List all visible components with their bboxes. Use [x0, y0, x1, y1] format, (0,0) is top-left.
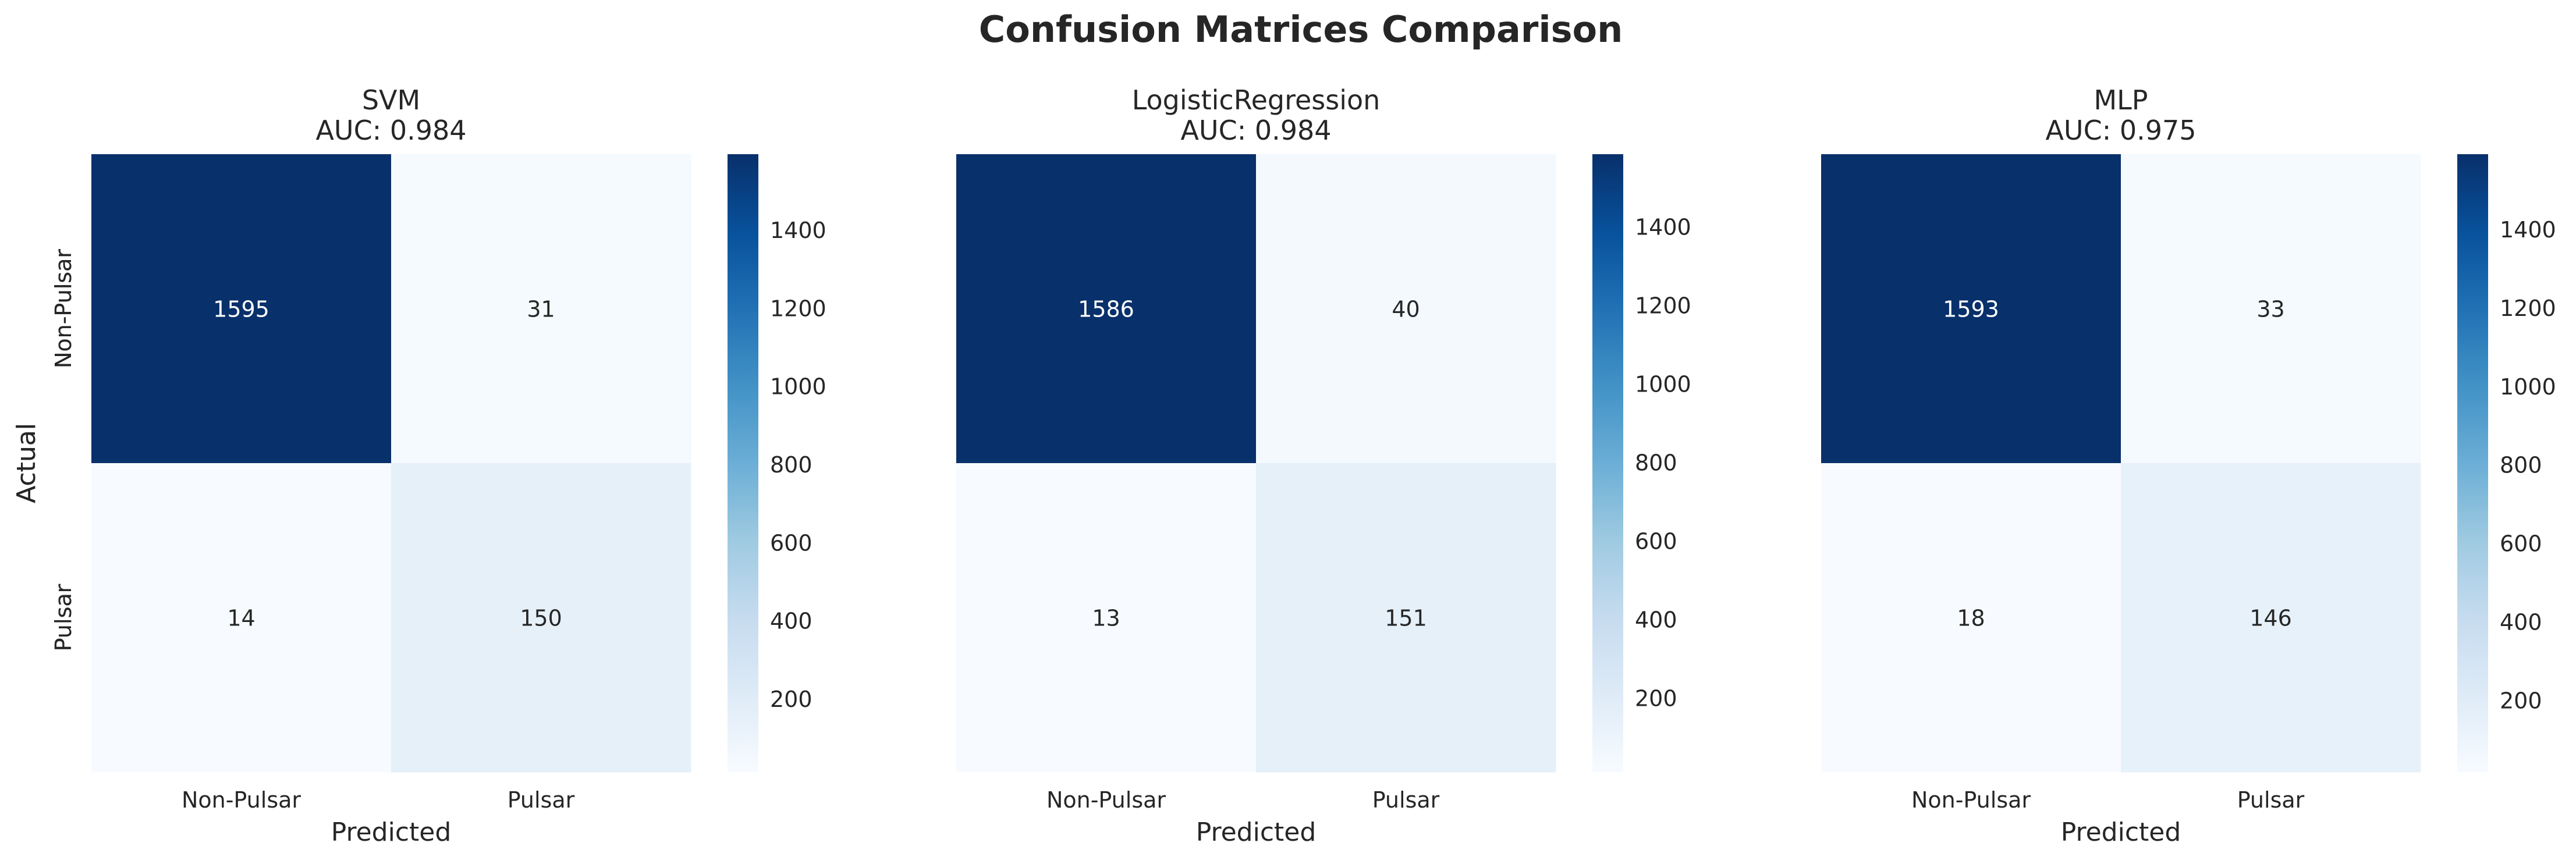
heatmap-cell	[956, 154, 1257, 464]
colorbar-tick-label: 800	[2500, 453, 2542, 478]
cell-value-label: 151	[1385, 606, 1427, 631]
y-tick-label: Pulsar	[51, 584, 76, 651]
y-axis-label: Actual	[12, 423, 41, 503]
x-tick-label: Non-Pulsar	[1046, 787, 1166, 813]
heatmap-cell	[391, 154, 691, 464]
colorbar-tick-label: 400	[770, 609, 812, 634]
colorbar-tick-label: 1400	[1635, 215, 1691, 240]
x-tick-label: Pulsar	[508, 787, 575, 813]
cell-value-label: 13	[1092, 606, 1120, 631]
figure-title: Confusion Matrices Comparison	[979, 8, 1623, 51]
y-axis-label: Actual	[12, 423, 41, 503]
y-axis-label: Actual	[12, 423, 41, 503]
colorbar-tick-label: 1400	[770, 218, 826, 243]
colorbar-tick-label: 1200	[2500, 296, 2556, 321]
y-tick-label: Pulsar	[51, 584, 76, 651]
colorbar-tick-label: 200	[1635, 686, 1677, 712]
colorbar-tick-label: 1000	[1635, 372, 1691, 397]
colorbar-tick-label: 800	[770, 452, 812, 478]
cell-value-label: 150	[520, 606, 562, 631]
colorbar-tick-label: 1000	[770, 374, 826, 400]
cell-value-label: 1595	[213, 297, 269, 322]
x-tick-label: Non-Pulsar	[182, 787, 301, 813]
heatmap-cell	[2121, 154, 2421, 464]
cell-value-label: 146	[2249, 606, 2292, 631]
panel-subtitle: AUC: 0.984	[1180, 115, 1331, 146]
x-axis-label: Predicted	[1196, 817, 1317, 847]
cell-value-label: 31	[527, 297, 555, 322]
panel-title: SVM	[362, 84, 420, 116]
colorbar-tick-label: 600	[770, 530, 812, 556]
colorbar	[1592, 154, 1623, 772]
colorbar-tick-label: 200	[770, 687, 812, 712]
heatmap-cell	[956, 463, 1257, 773]
panel-title: MLP	[2094, 84, 2148, 116]
panel-title: LogisticRegression	[1132, 84, 1381, 116]
colorbar-tick-label: 1200	[770, 296, 826, 321]
colorbar-tick-label: 1200	[1635, 293, 1691, 319]
x-axis-label: Predicted	[331, 817, 452, 847]
y-tick-label: Non-Pulsar	[51, 249, 76, 368]
colorbar-tick-label: 600	[1635, 529, 1677, 554]
panel-subtitle: AUC: 0.975	[2045, 115, 2196, 146]
colorbar-tick-label: 600	[2500, 531, 2542, 557]
y-tick-label: Non-Pulsar	[51, 249, 76, 368]
heatmap-cell	[1821, 463, 2121, 773]
colorbar-tick-label: 1000	[2500, 374, 2556, 400]
cell-value-label: 1586	[1078, 297, 1134, 322]
heatmap-cell	[91, 154, 392, 464]
heatmap-cell	[1256, 154, 1556, 464]
x-tick-label: Pulsar	[2237, 787, 2305, 813]
cell-value-label: 40	[1392, 297, 1420, 322]
cell-value-label: 18	[1957, 606, 1985, 631]
x-axis-label: Predicted	[2061, 817, 2181, 847]
y-tick-label: Non-Pulsar	[51, 249, 76, 368]
heatmap-cell	[391, 463, 691, 773]
heatmap-cell	[91, 463, 392, 773]
cell-value-label: 33	[2256, 297, 2284, 322]
panel-subtitle: AUC: 0.984	[315, 115, 466, 146]
colorbar-tick-label: 400	[1635, 607, 1677, 633]
colorbar-tick-label: 400	[2500, 609, 2542, 635]
cell-value-label: 14	[227, 606, 255, 631]
heatmap-cell	[2121, 463, 2421, 773]
x-tick-label: Pulsar	[1372, 787, 1440, 813]
colorbar	[728, 154, 758, 772]
colorbar-tick-label: 1400	[2500, 217, 2556, 243]
colorbar-tick-label: 800	[1635, 450, 1677, 476]
heatmap-cell	[1821, 154, 2121, 464]
y-tick-label: Pulsar	[51, 584, 76, 651]
colorbar-tick-label: 200	[2500, 688, 2542, 713]
x-tick-label: Non-Pulsar	[1911, 787, 2031, 813]
heatmap-cell	[1256, 463, 1556, 773]
cell-value-label: 1593	[1943, 297, 1999, 322]
colorbar	[2457, 154, 2488, 772]
